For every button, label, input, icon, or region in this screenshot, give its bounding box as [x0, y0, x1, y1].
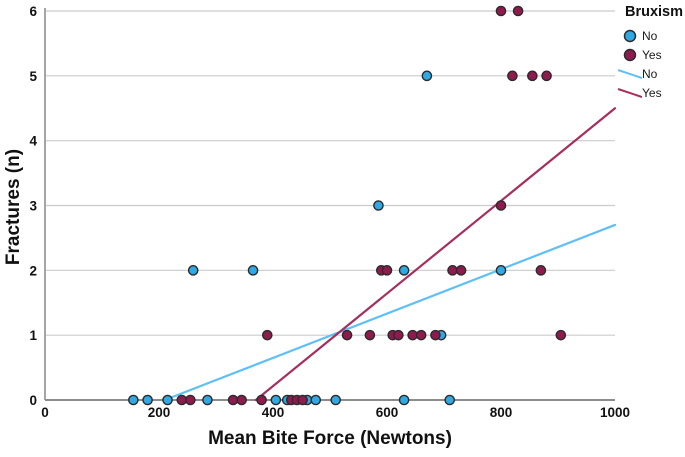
- legend-item-label: No: [642, 28, 658, 43]
- x-tick-label-200: 200: [148, 405, 171, 420]
- data-point-no: [398, 394, 410, 406]
- legend-item-line-yes: Yes: [598, 83, 685, 102]
- data-point-yes: [407, 329, 418, 341]
- data-point-no: [330, 394, 342, 406]
- legend-item-marker-no: No: [598, 26, 685, 45]
- legend-title: Bruxism: [624, 4, 683, 20]
- x-tick-label-0: 0: [41, 405, 49, 420]
- data-point-yes: [261, 329, 273, 341]
- data-point-no: [444, 394, 456, 406]
- legend-circle-icon: [598, 47, 642, 63]
- legend-items: No Yes No Yes: [598, 26, 685, 102]
- data-point-yes: [495, 5, 507, 17]
- data-point-no: [270, 394, 282, 406]
- x-tick-label-1000: 1000: [600, 405, 630, 420]
- data-point-no: [142, 394, 153, 406]
- data-point-yes: [555, 329, 567, 341]
- data-point-no: [128, 394, 139, 406]
- x-tick-label-600: 600: [376, 405, 399, 420]
- data-point-no: [495, 265, 507, 276]
- x-axis-title: Mean Bite Force (Newtons): [208, 428, 452, 449]
- y-tick-label-3: 3: [29, 199, 37, 214]
- y-tick-label-2: 2: [29, 263, 37, 278]
- data-point-yes: [256, 394, 267, 406]
- x-tick-label-800: 800: [490, 405, 513, 420]
- data-point-yes: [527, 70, 538, 82]
- legend-item-line-no: No: [598, 64, 685, 83]
- y-tick-label-6: 6: [29, 4, 37, 19]
- y-tick-label-5: 5: [29, 69, 37, 84]
- data-point-yes: [176, 394, 188, 406]
- legend-line-icon: [598, 66, 643, 82]
- data-point-no: [202, 394, 213, 406]
- legend-item-marker-yes: Yes: [598, 45, 685, 64]
- legend-item-label: Yes: [642, 85, 662, 100]
- data-point-no: [247, 265, 259, 276]
- y-axis-title: Fractures (n): [3, 148, 24, 266]
- data-point-yes: [430, 329, 441, 341]
- legend-item-label: No: [642, 66, 658, 81]
- data-point-yes: [364, 329, 376, 341]
- data-point-yes: [455, 265, 467, 276]
- data-point-yes: [495, 200, 507, 211]
- y-tick-label-0: 0: [29, 393, 37, 408]
- legend-circle-icon: [598, 28, 642, 44]
- data-point-no: [373, 200, 384, 211]
- legend-line-icon: [598, 85, 643, 101]
- fit-line-no: [163, 223, 617, 402]
- data-point-no: [310, 394, 322, 406]
- data-point-yes: [185, 394, 196, 406]
- data-point-yes: [512, 5, 524, 17]
- data-point-yes: [381, 265, 393, 276]
- legend-item-label: Yes: [642, 47, 662, 62]
- data-point-no: [162, 394, 173, 406]
- data-point-yes: [447, 265, 458, 276]
- data-point-yes: [341, 329, 353, 341]
- data-point-yes: [393, 329, 404, 341]
- legend: Bruxism No Yes No Yes: [598, 4, 685, 102]
- data-point-yes: [415, 329, 427, 341]
- data-point-yes: [507, 70, 518, 82]
- x-tick-label-400: 400: [262, 405, 285, 420]
- data-point-yes: [227, 394, 239, 406]
- y-tick-label-1: 1: [29, 328, 37, 343]
- data-point-no: [421, 70, 433, 82]
- data-point-yes: [297, 394, 308, 406]
- data-point-yes: [541, 70, 552, 82]
- data-point-no: [187, 265, 199, 276]
- data-point-no: [398, 265, 410, 276]
- data-point-yes: [236, 394, 247, 406]
- fit-line-yes: [254, 107, 617, 402]
- data-point-yes: [535, 265, 547, 276]
- y-tick-label-4: 4: [29, 134, 37, 149]
